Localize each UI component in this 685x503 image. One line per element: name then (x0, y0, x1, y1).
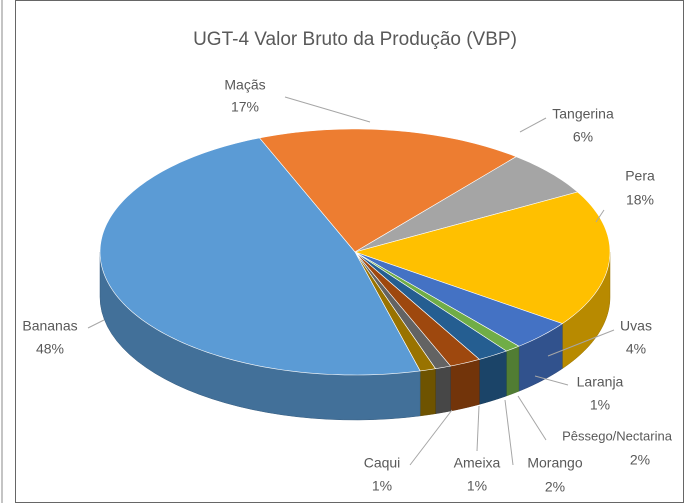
category-label: Ameixa (454, 455, 501, 471)
leader-line (476, 405, 480, 452)
leader-line (547, 329, 615, 357)
leader-line (595, 209, 605, 223)
category-label: Morango (527, 455, 582, 471)
value-label: 6% (573, 129, 593, 145)
pie-side (450, 359, 480, 412)
leader-line (284, 96, 371, 123)
pie-slice (99, 137, 421, 376)
pie-slice (258, 128, 517, 253)
chart-title: UGT-4 Valor Bruto da Produção (VBP) (193, 29, 517, 50)
category-label: Pêssego/Nectarina (562, 428, 673, 443)
pie-side (506, 345, 520, 397)
pie-slice (354, 251, 564, 347)
value-label: 18% (626, 192, 654, 208)
pie-side (419, 368, 436, 417)
category-label: Bananas (22, 318, 77, 334)
value-label: 48% (36, 341, 64, 357)
leader-line (87, 319, 105, 329)
value-label: 17% (231, 99, 259, 115)
pie-slice (354, 251, 507, 360)
category-label: Pera (625, 168, 655, 184)
leader-line (519, 117, 547, 133)
category-label: Maçãs (224, 77, 265, 93)
value-label: 1% (372, 478, 392, 494)
value-label: 4% (626, 341, 646, 357)
pie-slice (354, 156, 579, 253)
value-label: 2% (630, 452, 650, 468)
category-label: Caqui (364, 455, 401, 471)
pie-slice (353, 191, 611, 324)
leader-line (517, 395, 547, 441)
pie-side (435, 365, 451, 415)
leader-line (534, 375, 569, 386)
category-label: Uvas (620, 318, 652, 334)
value-label: 1% (467, 478, 487, 494)
leader-line (504, 399, 514, 466)
value-label: 2% (545, 479, 565, 495)
leader-line (409, 409, 453, 466)
category-label: Tangerina (552, 106, 614, 122)
pie-side (479, 350, 507, 405)
value-label: 1% (590, 397, 610, 413)
pie-slice (354, 251, 481, 367)
category-label: Laranja (577, 374, 624, 390)
